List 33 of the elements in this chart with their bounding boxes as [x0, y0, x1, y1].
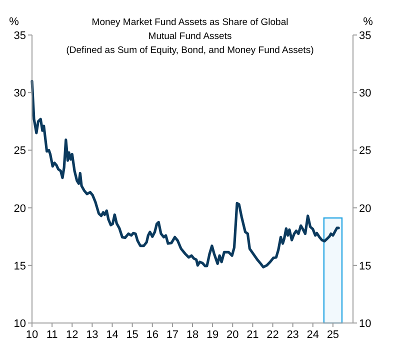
x-tick-label: 23	[286, 329, 299, 341]
y2-tick-label: 20	[359, 202, 372, 215]
x-tick-label: 14	[106, 329, 118, 341]
x-tick-label: 21	[246, 329, 259, 341]
x-tick-label: 22	[266, 329, 279, 341]
line-series	[30, 80, 340, 268]
y-tick-label: 25	[14, 145, 26, 158]
y2-tick-label: 30	[359, 88, 372, 100]
x-tick-label: 20	[226, 329, 239, 341]
y2-axis-title: %	[363, 16, 374, 28]
y2-tick-label: 25	[359, 145, 372, 158]
x-tick-label: 24	[306, 329, 319, 341]
chart-title: Money Market Fund Assets as Share of Global Mutual Fund Assets	[92, 17, 288, 42]
x-tick-label: 17	[166, 329, 179, 341]
x-tick-label: 18	[186, 329, 199, 341]
x-tick-label: 11	[46, 329, 58, 341]
x-tick-label: 16	[146, 329, 158, 341]
x-tick-label: 13	[86, 329, 98, 341]
y-tick-label: 15	[14, 260, 26, 272]
y-tick-label: 35	[14, 30, 26, 42]
y-tick-label: 30	[14, 88, 26, 100]
x-tick-label: 25	[326, 329, 340, 341]
x-tick-label: 10	[26, 329, 38, 341]
x-tick-label: 19	[206, 329, 219, 341]
y-tick-label: 10	[14, 318, 26, 330]
y2-tick-label: 35	[359, 30, 372, 42]
y-axis-title: %	[9, 16, 20, 28]
y2-tick-label: 10	[359, 318, 372, 330]
y-tick-label: 20	[14, 202, 26, 215]
x-tick-label: 15	[126, 329, 138, 341]
text: (Defined as Sum of Equity, Bond, and Money Fund Assets)	[66, 45, 314, 56]
y2-tick-label: 15	[359, 260, 372, 272]
x-tick-label: 12	[66, 329, 78, 341]
